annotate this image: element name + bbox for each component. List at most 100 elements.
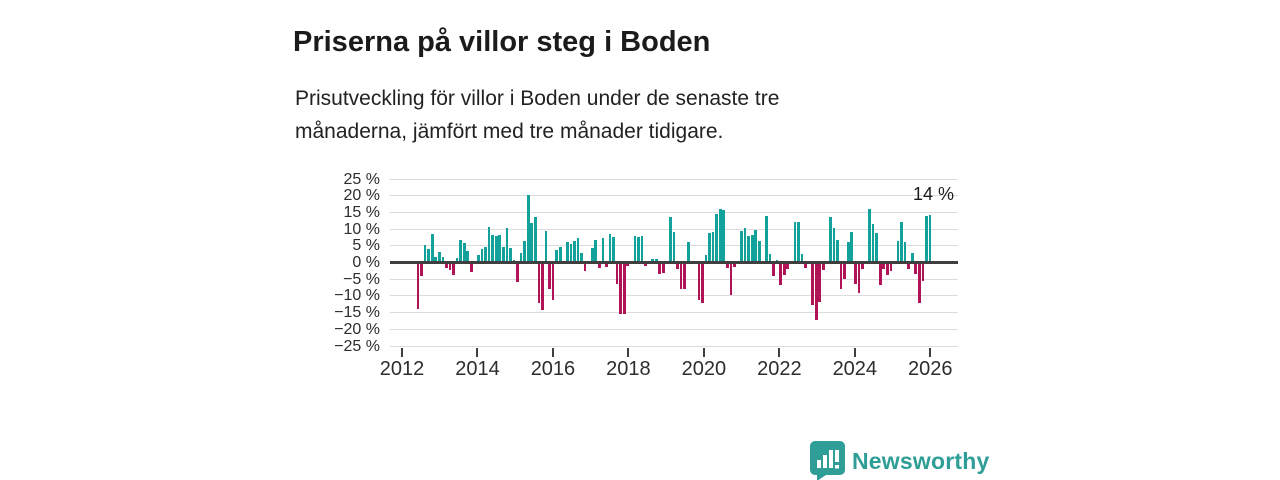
bar — [875, 233, 878, 263]
bar — [900, 221, 903, 263]
x-tick-label: 2016 — [530, 358, 576, 380]
zero-line — [390, 261, 958, 264]
gridline — [390, 295, 958, 297]
bar — [743, 228, 747, 263]
y-axis-labels: 25 % 20 % 15 % 10 % 5 % 0 % −5 % −10 % −15 % −20 … — [298, 0, 380, 480]
bar — [494, 235, 498, 263]
newsworthy-logo: Newsworthy — [810, 441, 989, 480]
x-tick-mark — [627, 348, 630, 357]
y-tick-label: 20 % — [343, 187, 380, 205]
gridline — [390, 328, 958, 330]
gridline — [390, 228, 958, 230]
bar — [445, 262, 448, 268]
bar — [733, 262, 736, 267]
bar — [836, 240, 839, 263]
bar — [462, 243, 466, 263]
bar — [729, 262, 733, 296]
bar — [626, 262, 630, 266]
x-tick-mark — [476, 348, 479, 357]
bar — [558, 246, 562, 263]
plot-area: 14 % — [390, 178, 958, 347]
gridline — [390, 195, 958, 197]
bar — [797, 222, 800, 263]
subtitle-line-1: Prisutveckling för villor i Boden under … — [295, 87, 780, 110]
bar — [804, 262, 807, 268]
bar — [566, 242, 569, 263]
x-tick-mark — [778, 348, 781, 357]
bar — [886, 262, 889, 276]
bar — [718, 209, 722, 263]
bar — [907, 262, 910, 269]
bar — [914, 262, 918, 274]
last-value-annotation: 14 % — [912, 184, 954, 204]
bar — [580, 253, 583, 263]
bar — [928, 215, 932, 263]
bar — [608, 234, 612, 263]
bar — [622, 262, 626, 315]
bar — [779, 262, 782, 286]
bar — [470, 262, 473, 272]
bar — [516, 262, 519, 282]
bar — [747, 235, 750, 263]
bar — [438, 251, 441, 263]
bar — [882, 262, 886, 270]
bar — [573, 241, 576, 263]
gridline — [390, 312, 958, 314]
bar — [430, 234, 434, 263]
bar — [754, 230, 758, 263]
bar — [498, 235, 502, 263]
x-tick-mark — [551, 348, 554, 357]
bar — [654, 259, 658, 263]
bar — [583, 262, 587, 272]
bar — [505, 227, 509, 263]
bar — [420, 262, 423, 276]
x-tick-mark — [929, 348, 932, 357]
bar — [551, 262, 555, 301]
bar — [768, 254, 772, 263]
bar — [918, 262, 921, 303]
bar — [672, 231, 676, 263]
y-tick-label: 5 % — [352, 237, 380, 255]
bar — [722, 210, 726, 263]
bar — [548, 262, 551, 289]
x-tick-label: 2022 — [757, 358, 802, 380]
y-tick-label: 0 % — [352, 254, 380, 271]
bar — [427, 248, 430, 263]
bar — [487, 227, 491, 263]
bar — [644, 262, 647, 266]
bar — [878, 262, 882, 285]
bar — [857, 262, 861, 293]
gridline — [390, 345, 958, 347]
bar — [758, 241, 761, 263]
subtitle-line-2: månaderna, jämfört med tre månader tidig… — [295, 120, 724, 143]
y-tick-label: −15 % — [334, 304, 380, 322]
y-tick-label: 15 % — [343, 203, 380, 221]
bar — [640, 235, 644, 263]
bar — [423, 245, 427, 263]
y-tick-label: −20 % — [334, 320, 380, 338]
bar — [662, 262, 665, 273]
bar — [740, 231, 743, 263]
bar — [750, 235, 754, 263]
bar — [480, 249, 484, 263]
bar — [594, 240, 598, 263]
bar — [925, 216, 928, 263]
bar — [829, 216, 832, 263]
bar — [526, 195, 530, 263]
bar — [708, 233, 711, 263]
bar — [896, 241, 900, 263]
bar — [683, 262, 686, 290]
y-tick-label: −10 % — [334, 287, 380, 305]
gridline — [390, 211, 958, 213]
bar — [452, 262, 455, 276]
bar — [658, 262, 662, 274]
bar — [697, 262, 701, 301]
y-tick-label: −5 % — [343, 270, 380, 288]
x-tick-mark — [702, 348, 705, 357]
bar — [544, 230, 548, 263]
bar — [861, 262, 864, 270]
bar — [822, 262, 825, 271]
bar — [846, 242, 850, 263]
bar — [477, 255, 480, 263]
